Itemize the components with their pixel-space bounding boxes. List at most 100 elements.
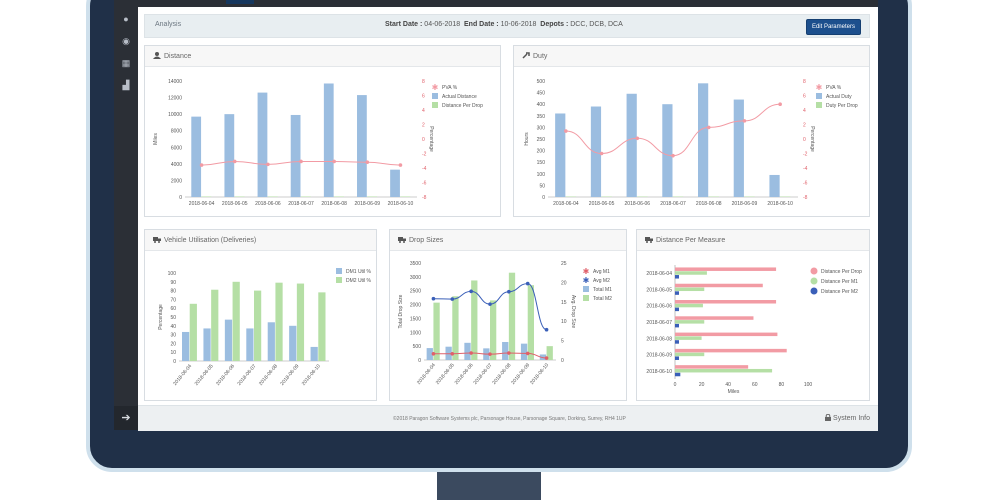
panel-header: Vehicle Utilisation (Deliveries) [145, 230, 376, 251]
start-date-label: Start Date : [385, 21, 423, 28]
y-tick-label: 12000 [168, 96, 182, 102]
line-point [398, 163, 403, 167]
active-tab[interactable] [226, 0, 254, 4]
system-info-link[interactable]: System Info [825, 413, 870, 422]
bar [675, 365, 749, 369]
y-tick-label: 200 [537, 149, 546, 155]
x-tick-label: 2018-06-08 [258, 363, 279, 387]
x-tick-label: 2018-06-08 [321, 201, 347, 207]
legend-marker [583, 295, 589, 301]
monitor-stand [437, 472, 541, 500]
y-tick-label: 2500 [410, 289, 421, 295]
bar [675, 336, 702, 340]
system-info-label: System Info [833, 415, 870, 422]
y-tick-label: 10 [170, 350, 176, 356]
y2-tick-label: -4 [422, 166, 427, 172]
bar [471, 280, 478, 360]
y-tick-label: 1500 [410, 316, 421, 322]
y2-tick-label: 2 [422, 123, 425, 129]
x-tick-label: 2018-06-04 [172, 363, 193, 387]
legend-label: Distance Per Drop [821, 269, 862, 275]
line-point [450, 351, 455, 356]
y-tick-label: 2018-06-06 [646, 304, 672, 310]
line-point [507, 351, 511, 355]
y-tick-label: 20 [170, 341, 176, 347]
legend-label: PVA % [442, 85, 458, 91]
y-axis-label: Miles [153, 133, 159, 145]
bar [675, 287, 705, 292]
legend-label: Avg M2 [593, 278, 610, 284]
y-tick-label: 300 [537, 125, 546, 131]
x-tick-label: 2018-06-06 [624, 201, 650, 207]
x-tick-label: 2018-06-05 [194, 363, 215, 387]
y-tick-label: 3500 [410, 261, 421, 267]
line-point [450, 297, 455, 301]
top-nav [138, 0, 878, 7]
copyright-text: ©2018 Paragon Software Systems plc, Pars… [393, 416, 626, 422]
legend-marker [432, 102, 438, 108]
legend-marker [810, 277, 818, 285]
bar [433, 302, 440, 360]
line-point [232, 159, 237, 164]
legend-marker: ✱ [816, 83, 823, 92]
y-tick-label: 90 [170, 280, 176, 286]
panel-header: Distance Per Measure [637, 230, 869, 251]
chart-icon[interactable]: ▟ [122, 80, 130, 90]
bar [662, 104, 673, 197]
expand-sidebar-icon[interactable]: ➔ [114, 406, 138, 430]
x-tick-label: 2018-06-09 [279, 363, 300, 387]
legend-label: Avg M1 [593, 269, 610, 275]
edit-parameters-button[interactable]: Edit Parameters [805, 19, 861, 35]
y-tick-label: 6000 [171, 145, 182, 151]
legend-label: Distance Per M2 [821, 289, 858, 295]
info-icon[interactable]: ● [123, 14, 129, 24]
y2-tick-label: 8 [422, 79, 425, 85]
vehicle-utilisation-panel: Vehicle Utilisation (Deliveries) 0 10 20 30… [144, 229, 377, 401]
bar [211, 289, 219, 361]
x-tick-label: 100 [804, 382, 813, 388]
line-point [544, 327, 549, 332]
line-point [469, 351, 473, 355]
x-tick-label: 2018-06-09 [354, 201, 380, 207]
end-date-value: 10-06-2018 [500, 21, 537, 28]
x-tick-label: 2018-06-08 [696, 201, 722, 207]
bar [490, 300, 497, 360]
x-tick-label: 2018-06-04 [189, 201, 215, 207]
y-tick-label: 150 [537, 160, 546, 166]
bar [675, 320, 705, 324]
main-content: Analysis Start Date : 04-06-2018 End Dat… [138, 0, 878, 431]
dashboard-icon[interactable]: ◉ [122, 36, 130, 46]
x-tick-label: 2018-06-04 [553, 201, 579, 207]
wrench-icon [522, 52, 530, 59]
bar [546, 346, 553, 360]
distance-per-measure-panel: Distance Per Measure 0 20 40 60 80 100 Miles 20… [636, 229, 870, 401]
bar [675, 267, 777, 271]
y-tick-label: 4000 [171, 162, 182, 168]
panel-header: Distance [145, 46, 500, 67]
y2-tick-label: 4 [803, 108, 806, 114]
line-point [706, 125, 711, 130]
legend-marker [810, 267, 818, 275]
analysis-title: Analysis [155, 21, 182, 28]
table-icon[interactable]: ▦ [121, 58, 131, 68]
bar [318, 292, 326, 361]
y-tick-label: 100 [168, 271, 177, 277]
y2-tick-label: 5 [561, 339, 564, 345]
line-point [365, 160, 370, 164]
y-tick-label: 14000 [168, 79, 182, 85]
bar [555, 113, 566, 197]
legend-label: DM1 Util % [346, 269, 372, 275]
duty-panel: Duty 0 50 100 150 200 250 300 350 400 450 500 Hours… [513, 45, 870, 217]
legend-label: Actual Distance [442, 94, 477, 100]
y2-axis-label: Percentage [809, 126, 815, 152]
line-point [599, 151, 604, 156]
bar [675, 368, 773, 373]
legend-label: Total M2 [593, 296, 612, 302]
bar [626, 93, 637, 197]
y-tick-label: 2018-06-07 [646, 320, 672, 326]
drop-sizes-chart: 0 500 1000 1500 2000 2500 3000 3500 Total Drop S… [398, 261, 612, 386]
y-tick-label: 2018-06-05 [646, 287, 672, 293]
line-point [266, 162, 270, 167]
y2-tick-label: 0 [803, 137, 806, 143]
bar [182, 331, 190, 361]
